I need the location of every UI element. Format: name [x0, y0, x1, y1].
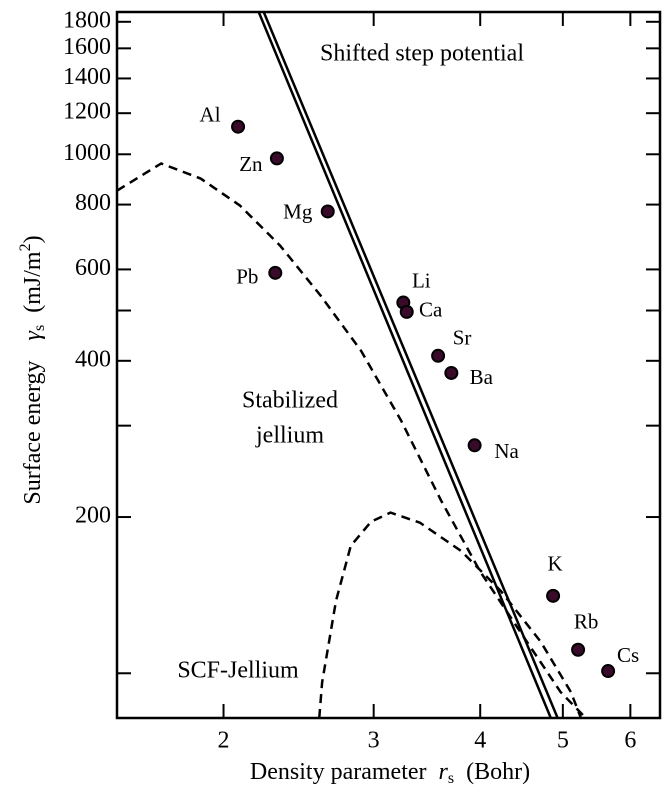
data-point	[399, 304, 414, 319]
y-tick-label: 400	[75, 346, 111, 372]
y-tick-label: 600	[75, 255, 111, 281]
y-label-unit-end: )	[20, 235, 46, 243]
point-label: K	[548, 552, 563, 576]
point-label: Pb	[236, 265, 258, 289]
y-tick-label: 200	[75, 503, 111, 529]
annotation: Shifted step potential	[320, 41, 524, 67]
annotation: SCF-Jellium	[177, 658, 299, 684]
data-point	[444, 365, 459, 380]
point-label: Sr	[453, 326, 472, 350]
annotation: jellium	[255, 423, 324, 449]
x-tick-label: 4	[474, 728, 486, 754]
x-tick-label: 6	[624, 728, 636, 754]
dashed-curve	[318, 511, 583, 718]
data-point	[231, 119, 246, 134]
point-label: Al	[200, 103, 221, 127]
plot-frame	[115, 10, 662, 720]
point-label: Ba	[470, 365, 494, 389]
point-label: Mg	[283, 199, 313, 223]
x-tick-label: 2	[218, 728, 230, 754]
y-label-unit: (mJ/m	[20, 251, 46, 313]
data-point	[320, 204, 335, 219]
y-tick-label: 1000	[63, 140, 111, 166]
y-tick-label: 1600	[63, 34, 111, 60]
solid-line	[257, 12, 552, 718]
x-label-symbol: r	[439, 759, 449, 785]
y-axis-label: Surface energy γs (mJ/m2)	[17, 235, 52, 504]
y-tick-label: 1400	[63, 64, 111, 90]
y-tick-label: 800	[75, 190, 111, 216]
point-label: Ca	[419, 298, 443, 322]
y-label-text: Surface energy	[20, 360, 46, 504]
x-tick-label: 5	[557, 728, 569, 754]
point-label: Cs	[617, 643, 639, 667]
dashed-curve	[117, 162, 587, 718]
data-point	[467, 438, 482, 453]
x-label-text: Density parameter	[250, 759, 427, 785]
y-label-sup: 2	[17, 243, 34, 251]
data-point	[571, 642, 586, 657]
data-point	[268, 265, 283, 280]
data-point	[431, 348, 446, 363]
x-tick-label: 3	[368, 728, 380, 754]
y-tick-label: 1200	[63, 99, 111, 125]
x-label-sub: s	[448, 770, 454, 787]
point-label: Rb	[574, 610, 599, 634]
y-label-symbol: γ	[20, 330, 46, 340]
point-label: Na	[494, 439, 519, 463]
x-label-unit: (Bohr)	[466, 759, 530, 785]
y-label-sub: s	[31, 325, 48, 331]
x-axis-label: Density parameter rs (Bohr)	[250, 759, 530, 791]
annotation: Stabilized	[242, 388, 338, 414]
y-tick-label: 1800	[63, 7, 111, 33]
point-label: Li	[412, 268, 431, 292]
data-point	[601, 664, 616, 679]
point-label: Zn	[239, 152, 263, 176]
data-point	[269, 151, 284, 166]
data-point	[546, 588, 561, 603]
solid-line	[262, 12, 559, 718]
